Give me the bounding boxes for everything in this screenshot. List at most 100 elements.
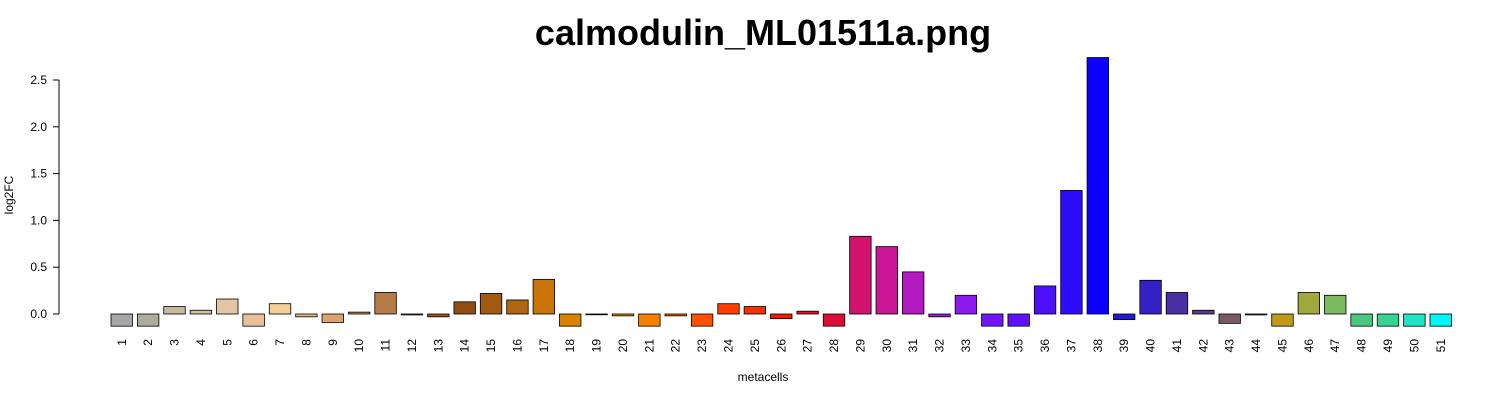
x-tick-label: 1: [115, 339, 129, 346]
x-tick-label: 33: [959, 339, 973, 353]
bar-43: [1218, 313, 1241, 324]
x-tick-label: 9: [326, 339, 340, 346]
x-axis-label: metacells: [738, 370, 789, 384]
bar-48: [1350, 313, 1373, 327]
bar-3: [163, 306, 186, 315]
x-tick-label: 43: [1223, 339, 1237, 353]
bar-8: [295, 313, 318, 318]
bar-28: [822, 313, 846, 327]
x-tick-label: 40: [1144, 339, 1158, 353]
x-tick-label: 36: [1038, 339, 1052, 353]
y-tick-label: 1.0: [30, 213, 47, 227]
x-tick-label: 14: [458, 339, 472, 353]
x-tick-label: 41: [1170, 339, 1184, 353]
bar-11: [374, 292, 397, 315]
x-tick-label: 50: [1407, 339, 1421, 353]
x-tick-label: 18: [563, 339, 577, 353]
bars-group: [110, 57, 1452, 327]
x-tick-label: 11: [379, 339, 393, 352]
bar-20: [611, 313, 635, 317]
bar-40: [1139, 279, 1162, 315]
x-tick-label: 2: [141, 339, 155, 346]
y-tick-label: 0.0: [30, 307, 47, 321]
bar-27: [796, 310, 819, 315]
x-tick-label: 32: [933, 339, 947, 353]
bar-47: [1324, 294, 1347, 315]
x-tick-label: 34: [985, 339, 999, 353]
bar-38: [1086, 57, 1109, 315]
x-tick-label: 4: [194, 339, 208, 346]
x-tick-label: 39: [1117, 339, 1131, 353]
bar-13: [427, 313, 450, 318]
bar-51: [1429, 313, 1452, 327]
bar-7: [268, 303, 292, 315]
bar-37: [1060, 190, 1083, 315]
bar-36: [1033, 285, 1057, 315]
y-tick-label: 1.5: [30, 167, 47, 181]
bar-29: [849, 235, 872, 315]
bar-26: [770, 313, 793, 320]
bar-19: [585, 313, 608, 316]
bar-33: [954, 294, 978, 315]
x-tick-label: 51: [1434, 339, 1448, 353]
bar-32: [928, 313, 951, 318]
bar-49: [1376, 313, 1400, 327]
y-axis-label: log2FC: [2, 175, 16, 214]
bar-5: [216, 298, 239, 315]
x-tick-label: 3: [168, 339, 182, 346]
x-tick-label: 10: [352, 339, 366, 353]
bar-17: [532, 278, 555, 315]
x-tick-label: 8: [299, 339, 313, 346]
bar-9: [321, 313, 344, 323]
bar-39: [1113, 313, 1136, 321]
y-axis: 0.0 0.5 1.0 1.5 2.0 2.5: [30, 73, 60, 321]
chart-title: calmodulin_ML01511a.png: [535, 12, 991, 53]
x-tick-label: 12: [405, 339, 419, 353]
bar-23: [690, 313, 714, 327]
x-tick-label: 25: [748, 339, 762, 353]
bar-18: [559, 313, 582, 327]
x-tick-label: 47: [1328, 339, 1342, 353]
bar-24: [717, 303, 740, 315]
bar-2: [136, 313, 160, 327]
x-tick-label: 49: [1381, 339, 1395, 353]
x-tick-label: 17: [537, 339, 551, 353]
x-tick-label: 21: [642, 339, 656, 353]
x-tick-label: 48: [1355, 339, 1369, 353]
bar-15: [479, 293, 503, 315]
x-tick-label: 30: [880, 339, 894, 353]
bar-12: [400, 313, 424, 316]
bar-46: [1297, 292, 1320, 315]
bar-35: [1007, 313, 1030, 327]
bar-50: [1403, 313, 1426, 327]
bar-30: [875, 246, 898, 315]
bar-14: [453, 301, 476, 315]
x-tick-label: 23: [695, 339, 709, 353]
x-tick-label: 6: [247, 339, 261, 346]
bar-1: [110, 313, 133, 327]
bar-22: [664, 313, 687, 317]
bar-6: [242, 313, 265, 327]
x-tick-label: 29: [853, 339, 867, 353]
x-tick-label: 19: [590, 339, 604, 353]
x-tick-label: 15: [484, 339, 498, 353]
bar-10: [348, 311, 371, 315]
y-tick-label: 2.0: [30, 120, 47, 134]
x-tick-label: 44: [1249, 339, 1263, 353]
y-tick-label: 2.5: [30, 73, 47, 87]
x-tick-label: 22: [669, 339, 683, 353]
x-tick-label: 38: [1091, 339, 1105, 353]
bar-31: [902, 271, 925, 315]
x-tick-label: 35: [1012, 339, 1026, 353]
x-tick-label: 16: [510, 339, 524, 353]
x-tick-label: 46: [1302, 339, 1316, 353]
bar-44: [1244, 313, 1268, 316]
x-tick-label: 5: [220, 339, 234, 346]
bar-45: [1271, 313, 1294, 327]
bar-42: [1192, 309, 1215, 315]
bar-25: [743, 306, 767, 315]
x-tick-label: 45: [1275, 339, 1289, 353]
bar-41: [1165, 292, 1189, 315]
